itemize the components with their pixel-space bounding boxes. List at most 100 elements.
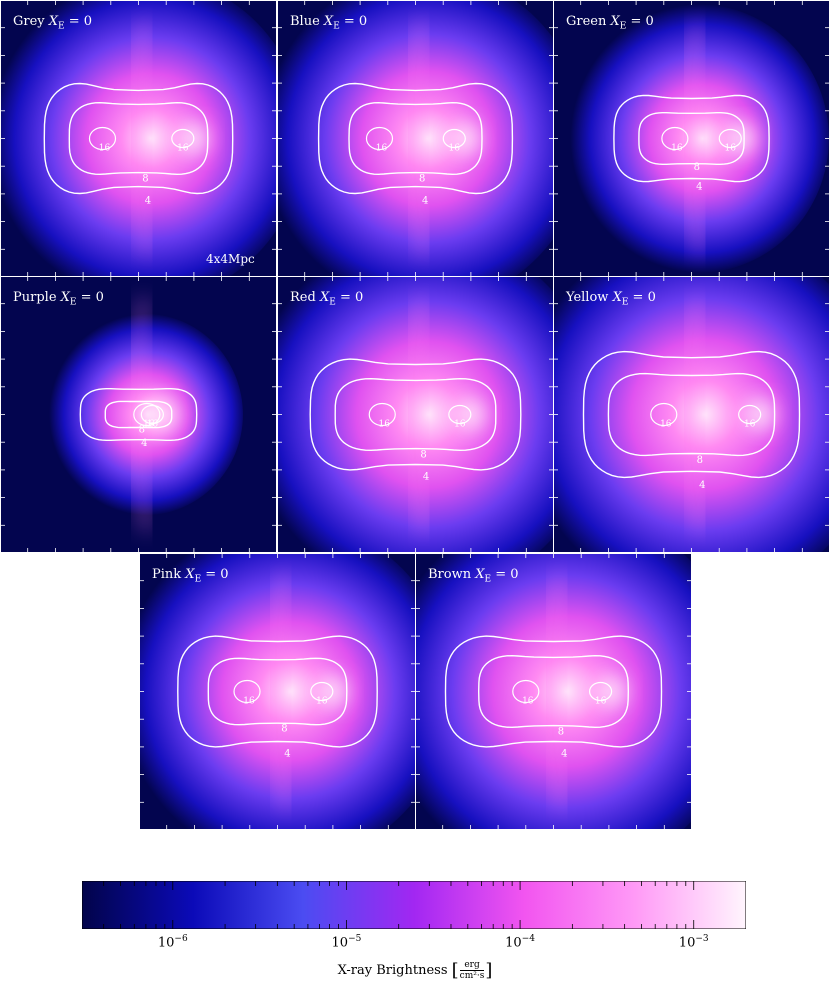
panel-title: Blue XE = 0 [290, 14, 368, 32]
colorbar [82, 881, 746, 929]
map-pink: 4 8 16 16 [139, 553, 416, 830]
contour-4 [317, 82, 514, 195]
contour-label: 16 [595, 697, 607, 707]
contour-label: 16 [379, 420, 391, 430]
contour-8 [68, 101, 209, 176]
contour-label: 16 [671, 144, 683, 154]
colorbar-tick-label: 10−5 [331, 934, 362, 951]
shock-front [684, 21, 705, 256]
contour-label: 16 [376, 144, 388, 154]
contour-label: 16 [316, 697, 328, 707]
contour-label: 16 [660, 420, 672, 430]
contour-16 [140, 404, 164, 425]
contour-label: 16 [725, 144, 737, 154]
cluster-core [176, 122, 209, 155]
shock-front [408, 21, 429, 256]
contour-8 [348, 101, 483, 176]
map-red: 4 8 16 16 [277, 276, 554, 553]
contour-label: 8 [697, 455, 703, 466]
contour-label: 4 [145, 195, 151, 206]
panel-pink: 4 8 16 16 Pink XE = 0 [139, 553, 416, 830]
map-brown: 4 8 16 16 [415, 553, 692, 830]
contour-4 [79, 388, 198, 441]
panel-title: Pink XE = 0 [152, 567, 229, 585]
contour-label: 16 [99, 144, 111, 154]
panel-title: Brown XE = 0 [428, 567, 519, 585]
contour-16 [661, 126, 689, 151]
cluster-core [453, 398, 486, 431]
contour-8 [638, 112, 745, 165]
shock-front [270, 574, 291, 809]
contour-4 [444, 635, 663, 748]
contour-16 [650, 402, 678, 427]
panel-title: Yellow XE = 0 [566, 290, 656, 308]
contour-16 [718, 128, 742, 149]
contour-label: 16 [449, 144, 461, 154]
emission-glow [565, 4, 829, 273]
contour-label: 16 [522, 697, 534, 707]
cluster-core [594, 675, 627, 708]
contour-16 [442, 128, 466, 149]
contour-8 [607, 372, 776, 457]
contour-label: 4 [699, 480, 705, 491]
shock-front [684, 297, 705, 532]
shock-front [131, 21, 152, 256]
contour-16 [365, 126, 394, 151]
contour-16 [738, 404, 762, 425]
map-yellow: 4 8 16 16 [553, 276, 830, 553]
contour-label: 16 [243, 697, 255, 707]
contour-4 [177, 635, 378, 748]
panel-title: Red XE = 0 [290, 290, 364, 308]
contour-16 [588, 681, 613, 702]
contour-label: 16 [177, 144, 189, 154]
contour-label: 4 [561, 748, 567, 759]
contour-label: 8 [281, 724, 287, 735]
map-green: 4 8 16 16 [553, 0, 830, 277]
panel-grey: 4 8 16 16 Grey XE = 0 4x4Mpc [0, 0, 277, 277]
colorbar-gradient [82, 881, 746, 929]
panel-green: 4 8 16 16 Green XE = 0 [553, 0, 830, 277]
contour-label: 4 [422, 195, 428, 206]
contour-4 [309, 358, 522, 471]
colorbar-label: X-ray Brightness [erg cm²·s] [337, 960, 493, 981]
contour-8 [207, 657, 348, 726]
colorbar-tick-label: 10−6 [157, 934, 188, 951]
contour-16 [233, 679, 261, 704]
panel-red: 4 8 16 16 Red XE = 0 [277, 276, 554, 553]
map-blue: 4 8 16 16 [277, 0, 554, 277]
contour-label: 16 [143, 420, 155, 430]
emission-glow [45, 313, 243, 516]
panel-purple: 4 8 16 16 Purple XE = 0 [0, 276, 277, 553]
contour-16 [448, 404, 472, 425]
panel-title: Grey XE = 0 [13, 14, 93, 32]
contour-label: 8 [139, 424, 145, 435]
contour-16 [171, 128, 195, 149]
contour-16 [512, 679, 540, 704]
colorbar-tick-label: 10−4 [505, 934, 535, 951]
contour-8 [477, 654, 630, 729]
contour-8 [104, 400, 173, 429]
colorbar-tick-label: 10−3 [678, 934, 709, 951]
cluster-core [743, 398, 776, 431]
shock-front [546, 574, 567, 809]
panel-brown: 4 8 16 16 Brown XE = 0 [415, 553, 692, 830]
contour-label: 8 [142, 173, 148, 184]
cluster-core [724, 122, 757, 155]
shock-front [408, 297, 429, 532]
contour-label: 16 [744, 420, 756, 430]
contour-label: 4 [696, 182, 702, 193]
cluster-core [448, 122, 481, 155]
contour-label: 8 [420, 449, 426, 460]
contour-label: 16 [147, 420, 159, 430]
contour-8 [334, 377, 497, 452]
contour-4 [43, 82, 234, 195]
contour-label: 8 [419, 173, 425, 184]
contour-16 [310, 681, 334, 702]
contour-label: 8 [694, 162, 700, 173]
panel-yellow: 4 8 16 16 Yellow XE = 0 [553, 276, 830, 553]
shock-front [131, 297, 152, 532]
cluster-core [315, 675, 348, 708]
contour-label: 4 [284, 748, 290, 759]
scale-label: 4x4Mpc [206, 252, 255, 266]
